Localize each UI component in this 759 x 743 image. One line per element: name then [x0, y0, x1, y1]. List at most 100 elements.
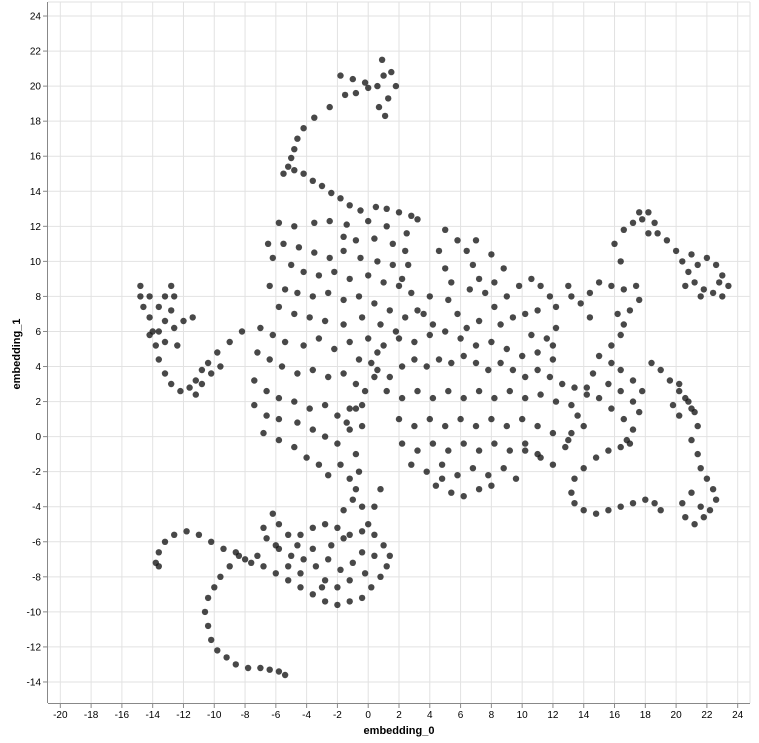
- x-tick-label: 0: [365, 710, 371, 721]
- y-tick: 22: [30, 47, 48, 58]
- data-point: [341, 91, 349, 99]
- data-point: [300, 268, 307, 276]
- data-point: [260, 429, 267, 437]
- x-tick-label: 6: [458, 710, 464, 721]
- data-point: [309, 177, 316, 184]
- data-point: [386, 307, 393, 314]
- data-point: [552, 324, 560, 332]
- x-tick: -16: [115, 703, 130, 721]
- y-tick-label: -12: [27, 642, 42, 653]
- data-point: [331, 345, 338, 353]
- x-tick: 18: [640, 703, 651, 721]
- data-point: [198, 366, 206, 374]
- data-point: [146, 293, 153, 300]
- data-point: [269, 254, 276, 262]
- data-point: [629, 398, 637, 405]
- data-point: [442, 328, 449, 335]
- x-tick-label: 16: [609, 710, 621, 721]
- data-point: [340, 233, 347, 240]
- x-tick-label: -8: [241, 710, 250, 721]
- data-point: [371, 531, 378, 538]
- data-point: [343, 419, 350, 426]
- data-point: [140, 303, 147, 311]
- data-point: [719, 272, 726, 279]
- data-point: [482, 289, 489, 297]
- data-point: [503, 422, 510, 430]
- y-tick-label: 2: [35, 397, 41, 408]
- data-point: [321, 577, 329, 584]
- data-point: [620, 226, 627, 233]
- x-tick-label: 4: [427, 710, 433, 721]
- data-point: [552, 398, 560, 405]
- data-point: [352, 237, 360, 244]
- data-point: [295, 244, 303, 251]
- data-point: [278, 363, 286, 370]
- data-point: [340, 247, 347, 255]
- data-point: [429, 440, 437, 447]
- data-point: [589, 370, 597, 377]
- data-point: [358, 401, 366, 409]
- data-point: [448, 359, 455, 367]
- x-tick: -18: [84, 703, 99, 721]
- data-point: [171, 531, 178, 538]
- data-point: [608, 359, 615, 367]
- y-tick: 20: [30, 82, 48, 93]
- data-point: [694, 450, 701, 458]
- data-point: [340, 370, 347, 377]
- x-tick-label: -10: [207, 710, 222, 721]
- data-point: [709, 486, 717, 493]
- y-tick-label: 14: [30, 187, 42, 198]
- data-point: [522, 447, 529, 454]
- data-point: [549, 429, 557, 437]
- data-point: [663, 237, 671, 244]
- data-point: [648, 359, 655, 367]
- data-point: [666, 377, 674, 384]
- data-point: [300, 125, 307, 132]
- data-point: [294, 542, 301, 549]
- data-point: [697, 293, 704, 300]
- data-point: [168, 282, 175, 290]
- data-point: [522, 440, 529, 447]
- data-point: [371, 503, 378, 510]
- data-point: [700, 514, 707, 521]
- data-point: [583, 391, 590, 398]
- y-tick-label: 6: [35, 327, 41, 338]
- data-point: [374, 82, 381, 90]
- data-point: [703, 475, 711, 482]
- data-point: [272, 570, 279, 577]
- data-point: [275, 303, 283, 311]
- data-point: [171, 293, 178, 300]
- data-point: [580, 465, 587, 472]
- data-point: [235, 552, 243, 559]
- data-point: [537, 282, 544, 290]
- data-point: [318, 182, 326, 190]
- x-tick: -20: [53, 703, 68, 721]
- data-point: [620, 286, 627, 293]
- data-point: [642, 496, 649, 503]
- x-tick: 6: [458, 703, 464, 721]
- data-point: [380, 279, 387, 286]
- data-point: [137, 293, 144, 300]
- data-point: [395, 335, 403, 342]
- data-point: [352, 405, 360, 412]
- data-point: [328, 542, 335, 549]
- data-point: [568, 489, 575, 496]
- data-point: [543, 335, 550, 342]
- data-point: [380, 72, 387, 79]
- x-tick: -6: [271, 703, 281, 721]
- data-point: [244, 664, 252, 672]
- data-point: [275, 521, 283, 528]
- data-point: [161, 293, 169, 300]
- data-point: [263, 387, 270, 395]
- data-point: [623, 436, 630, 444]
- data-point: [617, 258, 624, 265]
- data-point: [331, 268, 338, 276]
- data-point: [318, 584, 326, 591]
- data-point: [275, 436, 283, 444]
- data-point: [352, 486, 360, 493]
- y-tick: -2: [32, 467, 48, 478]
- data-point: [266, 282, 273, 290]
- data-point: [472, 237, 480, 244]
- data-point: [546, 293, 554, 300]
- y-tick-label: 18: [30, 117, 42, 128]
